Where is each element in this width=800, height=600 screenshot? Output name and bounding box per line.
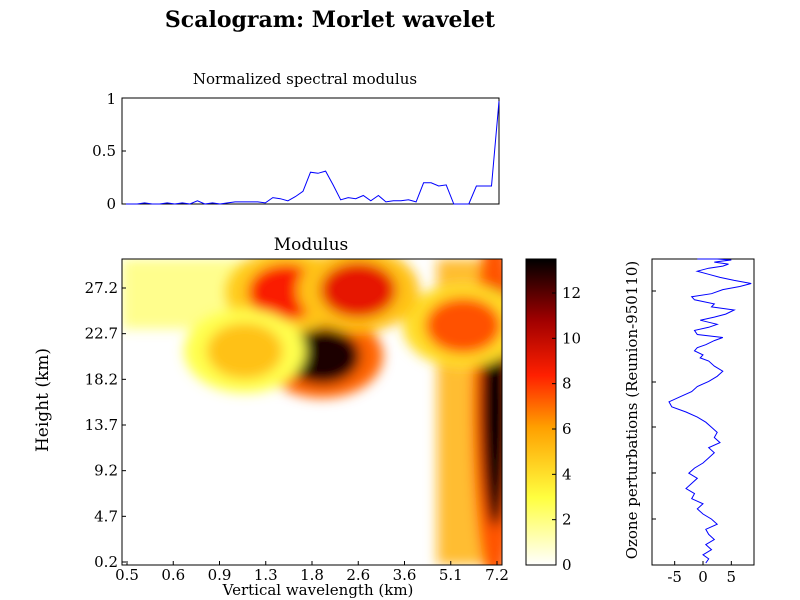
ozone-profile-plot: Ozone perturbations (Reunion-950110) -5 0… xyxy=(623,258,755,586)
heatmap-xtick-label-7: 5.1 xyxy=(439,566,463,584)
spectrum-ytick-2: 1 xyxy=(106,90,116,108)
ozone-xtick-label-0: -5 xyxy=(667,568,682,586)
colorbar-tick-label-4: 8 xyxy=(562,375,572,393)
heatmap-xtick-label-5: 2.6 xyxy=(346,566,370,584)
heatmap-xtick-label-4: 1.8 xyxy=(300,566,324,584)
heatmap-xtick-label-2: 0.9 xyxy=(208,566,232,584)
heatmap-hotspot-5 xyxy=(320,262,397,319)
spectrum-axes-box xyxy=(121,97,500,205)
colorbar: 0 2 4 6 8 10 12 xyxy=(525,258,581,574)
heatmap-xtick-label-0: 0.5 xyxy=(115,566,139,584)
colorbar-tick-label-5: 10 xyxy=(562,329,581,347)
ozone-xtick-label-1: 0 xyxy=(698,568,708,586)
heatmap-hotspot-3 xyxy=(425,297,502,354)
heatmap-xtick-label-6: 3.6 xyxy=(393,566,417,584)
ozone-axes-box xyxy=(651,258,755,566)
ozone-xtick-label-2: 5 xyxy=(727,568,737,586)
spectrum-plot: Normalized spectral modulus 0 0.5 1 xyxy=(92,70,500,213)
heatmap-xtick-label-8: 7.2 xyxy=(485,566,509,584)
heatmap-xlabel: Vertical wavelength (km) xyxy=(222,581,414,599)
spectrum-ytick-1: 0.5 xyxy=(92,142,116,160)
spectrum-title: Normalized spectral modulus xyxy=(193,70,417,88)
heatmap-xtick-label-1: 0.6 xyxy=(161,566,185,584)
colorbar-tick-label-2: 4 xyxy=(562,465,572,483)
heatmap-ytick-label-1: 4.7 xyxy=(94,507,118,525)
heatmap-ytick-label-4: 18.2 xyxy=(85,370,118,388)
colorbar-tick-label-6: 12 xyxy=(562,284,581,302)
spectrum-series-line xyxy=(122,101,500,205)
heatmap-hotspot-4 xyxy=(206,322,283,379)
heatmap-xtick-label-3: 1.3 xyxy=(254,566,278,584)
heatmap-ylabel: Height (km) xyxy=(33,348,53,452)
heatmap-ytick-label-2: 9.2 xyxy=(94,462,118,480)
colorbar-gradient xyxy=(525,258,557,566)
spectrum-ytick-0: 0 xyxy=(106,195,116,213)
modulus-heatmap: Modulus 0.5 0.6 0.9 1.3 1.8 2.6 3.6 5.1 7.2 0.2 4.… xyxy=(33,235,509,599)
page-title: Scalogram: Morlet wavelet xyxy=(165,7,496,33)
ozone-ylabel: Ozone perturbations (Reunion-950110) xyxy=(623,261,641,560)
heatmap-title: Modulus xyxy=(274,235,349,255)
colorbar-tick-label-0: 0 xyxy=(562,556,572,574)
heatmap-ytick-label-0: 0.2 xyxy=(94,553,118,571)
ozone-series-line xyxy=(668,258,752,564)
heatmap-ytick-label-6: 27.2 xyxy=(85,279,118,297)
colorbar-tick-label-3: 6 xyxy=(562,420,572,438)
heatmap-ytick-label-3: 13.7 xyxy=(85,416,118,434)
heatmap-ytick-label-5: 22.7 xyxy=(85,325,118,343)
colorbar-tick-label-1: 2 xyxy=(562,511,572,529)
